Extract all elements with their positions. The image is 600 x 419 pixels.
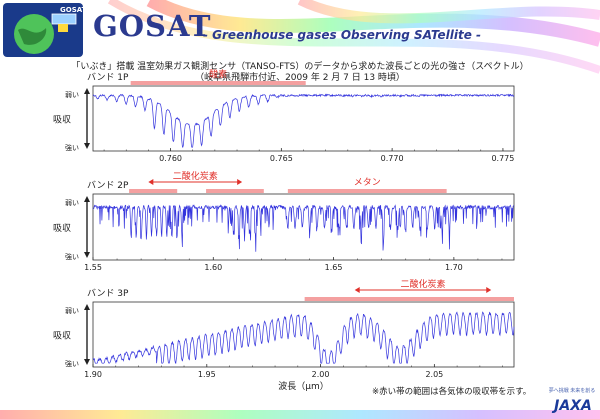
- spectrum-series: [92, 311, 515, 365]
- y-top-label: 弱い: [65, 307, 79, 315]
- spectrum-series: [92, 93, 515, 149]
- footnote: ※赤い帯の範囲は各気体の吸収帯を示す。: [372, 387, 532, 397]
- caption-line1: 「いぶき」搭載 温室効果ガス観測センサ（TANSO-FTS）のデータから求めた波…: [71, 62, 529, 72]
- absorption-band: [287, 189, 447, 193]
- jaxa-logo: 夢へ挑戦 未来を創る JAXA: [549, 387, 596, 414]
- spectrum-series: [92, 204, 515, 252]
- y-top-label: 弱い: [65, 91, 79, 99]
- y-bottom-label: 強い: [65, 360, 79, 368]
- x-tick-label: 0.770: [381, 154, 404, 163]
- arrow-label: 二酸化炭素: [400, 278, 445, 290]
- y-arrow-head-top: [84, 196, 90, 202]
- y-arrow-head-bottom: [84, 359, 90, 365]
- rainbow-bottom-stripe: [0, 410, 600, 419]
- rainbow-swirl-header: [107, 0, 600, 74]
- absorption-band: [130, 81, 306, 85]
- x-tick-label: 1.95: [198, 370, 216, 379]
- absorption-band: [129, 189, 178, 193]
- absorption-band: [206, 189, 264, 193]
- y-axis-label: 吸収: [53, 222, 71, 234]
- band-label: メタン: [354, 177, 381, 188]
- y-arrow-head-top: [84, 304, 90, 310]
- x-tick-label: 0.775: [491, 154, 514, 163]
- x-tick-label: 1.60: [204, 263, 222, 272]
- y-axis-label: 吸収: [53, 114, 71, 126]
- absorption-band: [304, 297, 514, 301]
- plot-frame: [92, 301, 515, 368]
- jaxa-tagline: 夢へ挑戦 未来を創る: [549, 387, 596, 394]
- y-bottom-label: 強い: [65, 253, 79, 261]
- arrow-head-right: [486, 287, 492, 293]
- logo-text: GOSAT: [60, 6, 87, 14]
- chart-title: バンド 3P: [87, 288, 129, 299]
- y-bottom-label: 強い: [65, 144, 79, 152]
- x-tick-label: 2.05: [425, 370, 443, 379]
- x-tick-label: 1.65: [325, 263, 343, 272]
- y-arrow-head-bottom: [84, 143, 90, 149]
- arrow-head-left: [148, 179, 154, 185]
- caption-line2: （岐阜県飛騨市付近、2009 年 2 月 7 日 13 時頃）: [195, 73, 405, 83]
- chart-title: バンド 2P: [87, 180, 129, 191]
- x-tick-label: 0.765: [270, 154, 293, 163]
- arrow-label: 二酸化炭素: [173, 170, 218, 182]
- x-tick-label: 2.00: [312, 370, 330, 379]
- jaxa-text: JAXA: [551, 398, 592, 414]
- x-tick-label: 0.760: [159, 154, 182, 163]
- arrow-head-right: [237, 179, 243, 185]
- band-label: 酸素: [209, 68, 227, 80]
- x-axis-label: 波長（μm）: [278, 380, 329, 392]
- y-arrow-head-top: [84, 88, 90, 94]
- y-arrow-head-bottom: [84, 252, 90, 258]
- y-axis-label: 吸収: [53, 330, 71, 342]
- arrow-head-left: [354, 287, 360, 293]
- page-title: GOSAT: [93, 9, 212, 43]
- chart-title: バンド 1P: [87, 72, 129, 83]
- y-top-label: 弱い: [65, 199, 79, 207]
- x-tick-label: 1.55: [84, 263, 102, 272]
- x-tick-label: 1.90: [84, 370, 102, 379]
- plot-frame: [92, 193, 515, 261]
- gosat-logo: GOSAT: [3, 3, 87, 57]
- page-subtitle: - Greenhouse gases Observing SATellite -: [203, 28, 481, 42]
- x-tick-label: 1.70: [445, 263, 463, 272]
